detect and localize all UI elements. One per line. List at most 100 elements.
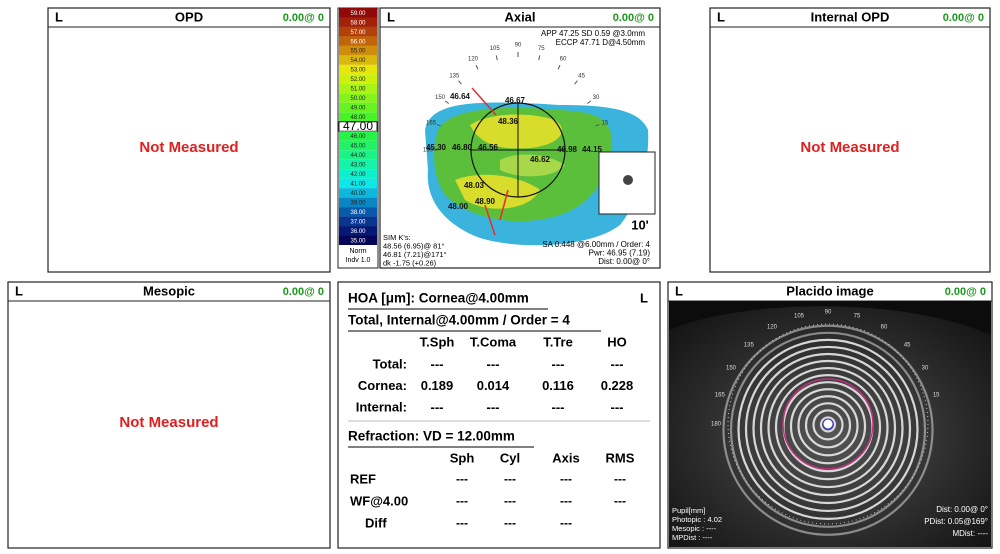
scale-swatch	[339, 45, 377, 56]
panel-title: OPD	[175, 9, 203, 24]
angle-label: 60	[560, 57, 567, 63]
angle-tick	[595, 124, 600, 127]
row-label: REF	[350, 471, 376, 486]
cell: ---	[611, 399, 624, 414]
angle-label: 165	[715, 393, 726, 399]
scale-label: 44.00	[350, 153, 366, 159]
map-value: 46.67	[505, 96, 526, 105]
cell: ---	[456, 516, 468, 530]
scale-swatch	[339, 74, 377, 84]
placido-info: Dist: 0.00@ 0°	[936, 505, 988, 514]
scale-label: 48.00	[350, 115, 366, 121]
angle-label: 180	[423, 148, 434, 154]
scale-swatch	[339, 64, 377, 75]
scale-swatch	[339, 83, 377, 94]
placido-ring	[744, 345, 912, 513]
scale-label: 53.00	[350, 68, 366, 74]
placido-ring	[797, 395, 859, 457]
angle-label: 135	[744, 342, 755, 348]
hoa-panel	[337, 281, 661, 549]
map-value: 46.62	[530, 155, 551, 164]
scale-label: 52.00	[350, 77, 366, 83]
cell: ---	[456, 494, 468, 508]
scale-swatch	[339, 26, 377, 37]
pupil-ring	[782, 378, 874, 470]
scale-swatch	[339, 169, 377, 179]
map-summary: Pwr: 46.95 (7.19)	[589, 249, 651, 258]
hoa-subtitle: Total, Internal@4.00mm / Order = 4	[348, 313, 570, 328]
angle-tick	[444, 100, 450, 104]
map-value: 48.03	[464, 181, 485, 190]
angle-label: 30	[593, 95, 600, 101]
angle-label: 60	[881, 325, 888, 331]
hoa-side: L	[640, 290, 648, 305]
scale-swatch	[339, 235, 377, 245]
scale-swatch	[339, 55, 377, 65]
scale-label: 43.00	[350, 162, 366, 168]
scale-swatch	[339, 8, 377, 18]
scale-swatch	[339, 102, 377, 113]
center-mark	[822, 418, 834, 430]
placido-info: MPDist : ----	[672, 533, 713, 542]
angle-label: 120	[468, 57, 479, 63]
column-header: HO	[607, 334, 627, 349]
cell: ---	[560, 516, 572, 530]
scale-swatch	[339, 159, 377, 170]
scale-label: 35.00	[350, 238, 366, 244]
panel-side: L	[675, 283, 683, 298]
placido-ring	[804, 402, 852, 449]
column-header: T.Coma	[470, 334, 517, 349]
angle-label: 75	[538, 46, 545, 52]
angle-label: 75	[854, 313, 861, 319]
panel	[7, 281, 331, 549]
placido-ring	[752, 352, 904, 505]
panel-side: L	[387, 9, 395, 24]
scale-label: 36.00	[350, 229, 366, 235]
placido-image	[669, 301, 991, 547]
map-value: 46.80	[452, 143, 473, 152]
scale-label: 50.00	[350, 96, 366, 102]
angle-label: 15	[933, 393, 940, 399]
map-value: 46.64	[450, 92, 471, 101]
column-header: Cyl	[500, 450, 520, 465]
angle-label: 165	[426, 120, 437, 126]
map-value: 48.36	[498, 117, 519, 126]
scale-swatch	[339, 17, 377, 27]
placido-ring	[819, 416, 837, 433]
row-label: Total:	[373, 356, 407, 371]
angle-tick	[557, 64, 561, 70]
inset-spot	[623, 175, 633, 185]
angle-tick	[495, 55, 498, 61]
limbus-ring	[727, 323, 929, 525]
scale-label: 57.00	[350, 30, 366, 36]
panel-title: Internal OPD	[811, 9, 890, 24]
placido-info: Mesopic : ----	[672, 524, 717, 533]
angle-label: 15	[602, 120, 609, 126]
angle-tick	[538, 55, 541, 61]
map-value: 48.90	[475, 197, 496, 206]
placido-ring	[774, 374, 882, 481]
scale-label: 45.00	[350, 144, 366, 150]
hoa-title: HOA [μm]: Cornea@4.00mm	[348, 291, 529, 306]
scale-label: 59.00	[350, 11, 366, 17]
angle-label: 150	[726, 366, 737, 372]
scale-swatch	[339, 112, 377, 122]
map-value: 44.15	[582, 145, 603, 154]
angle-label: 105	[794, 313, 805, 319]
cell: 0.116	[542, 378, 574, 393]
placido-ring	[759, 359, 897, 497]
angle-label: 45	[578, 73, 585, 79]
panel	[709, 7, 991, 273]
cell: ---	[487, 399, 500, 414]
map-info: ECCP 47.71 D@4.50mm	[556, 38, 646, 47]
map-light	[500, 154, 565, 177]
sim-k: 48.56 (6.95)@ 81°	[383, 241, 444, 250]
row-label: Internal:	[356, 399, 407, 414]
angle-tick	[586, 100, 592, 104]
panel-offset: 0.00@ 0	[945, 286, 986, 298]
angle-label: 90	[515, 43, 522, 49]
inset-label: 10'	[631, 217, 649, 232]
angle-tick	[458, 80, 462, 85]
scale-label: 42.00	[350, 172, 366, 178]
